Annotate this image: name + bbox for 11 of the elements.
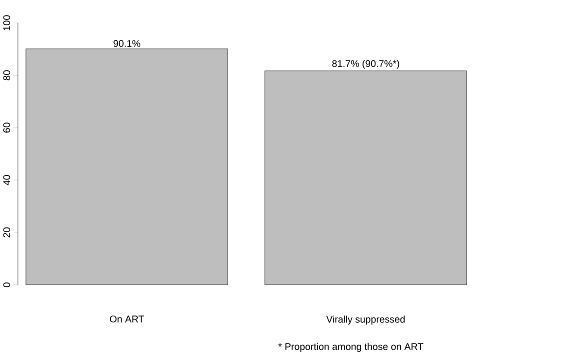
y-tick-label: 0	[3, 282, 10, 288]
y-tick-label: 60	[3, 122, 10, 133]
y-tick-label: 100	[3, 15, 10, 30]
y-tick-label: 20	[3, 228, 10, 238]
x-tick-label: Virally suppressed	[326, 316, 405, 325]
y-tick-label: 80	[3, 70, 10, 80]
data-label: 90.1%	[114, 40, 140, 48]
text: * Proportion among those on ART	[278, 343, 424, 352]
x-tick-label: On ART	[110, 316, 144, 323]
y-tick-label: 40	[3, 175, 10, 186]
data-label: 81.7% (90.7%*)	[332, 60, 400, 70]
